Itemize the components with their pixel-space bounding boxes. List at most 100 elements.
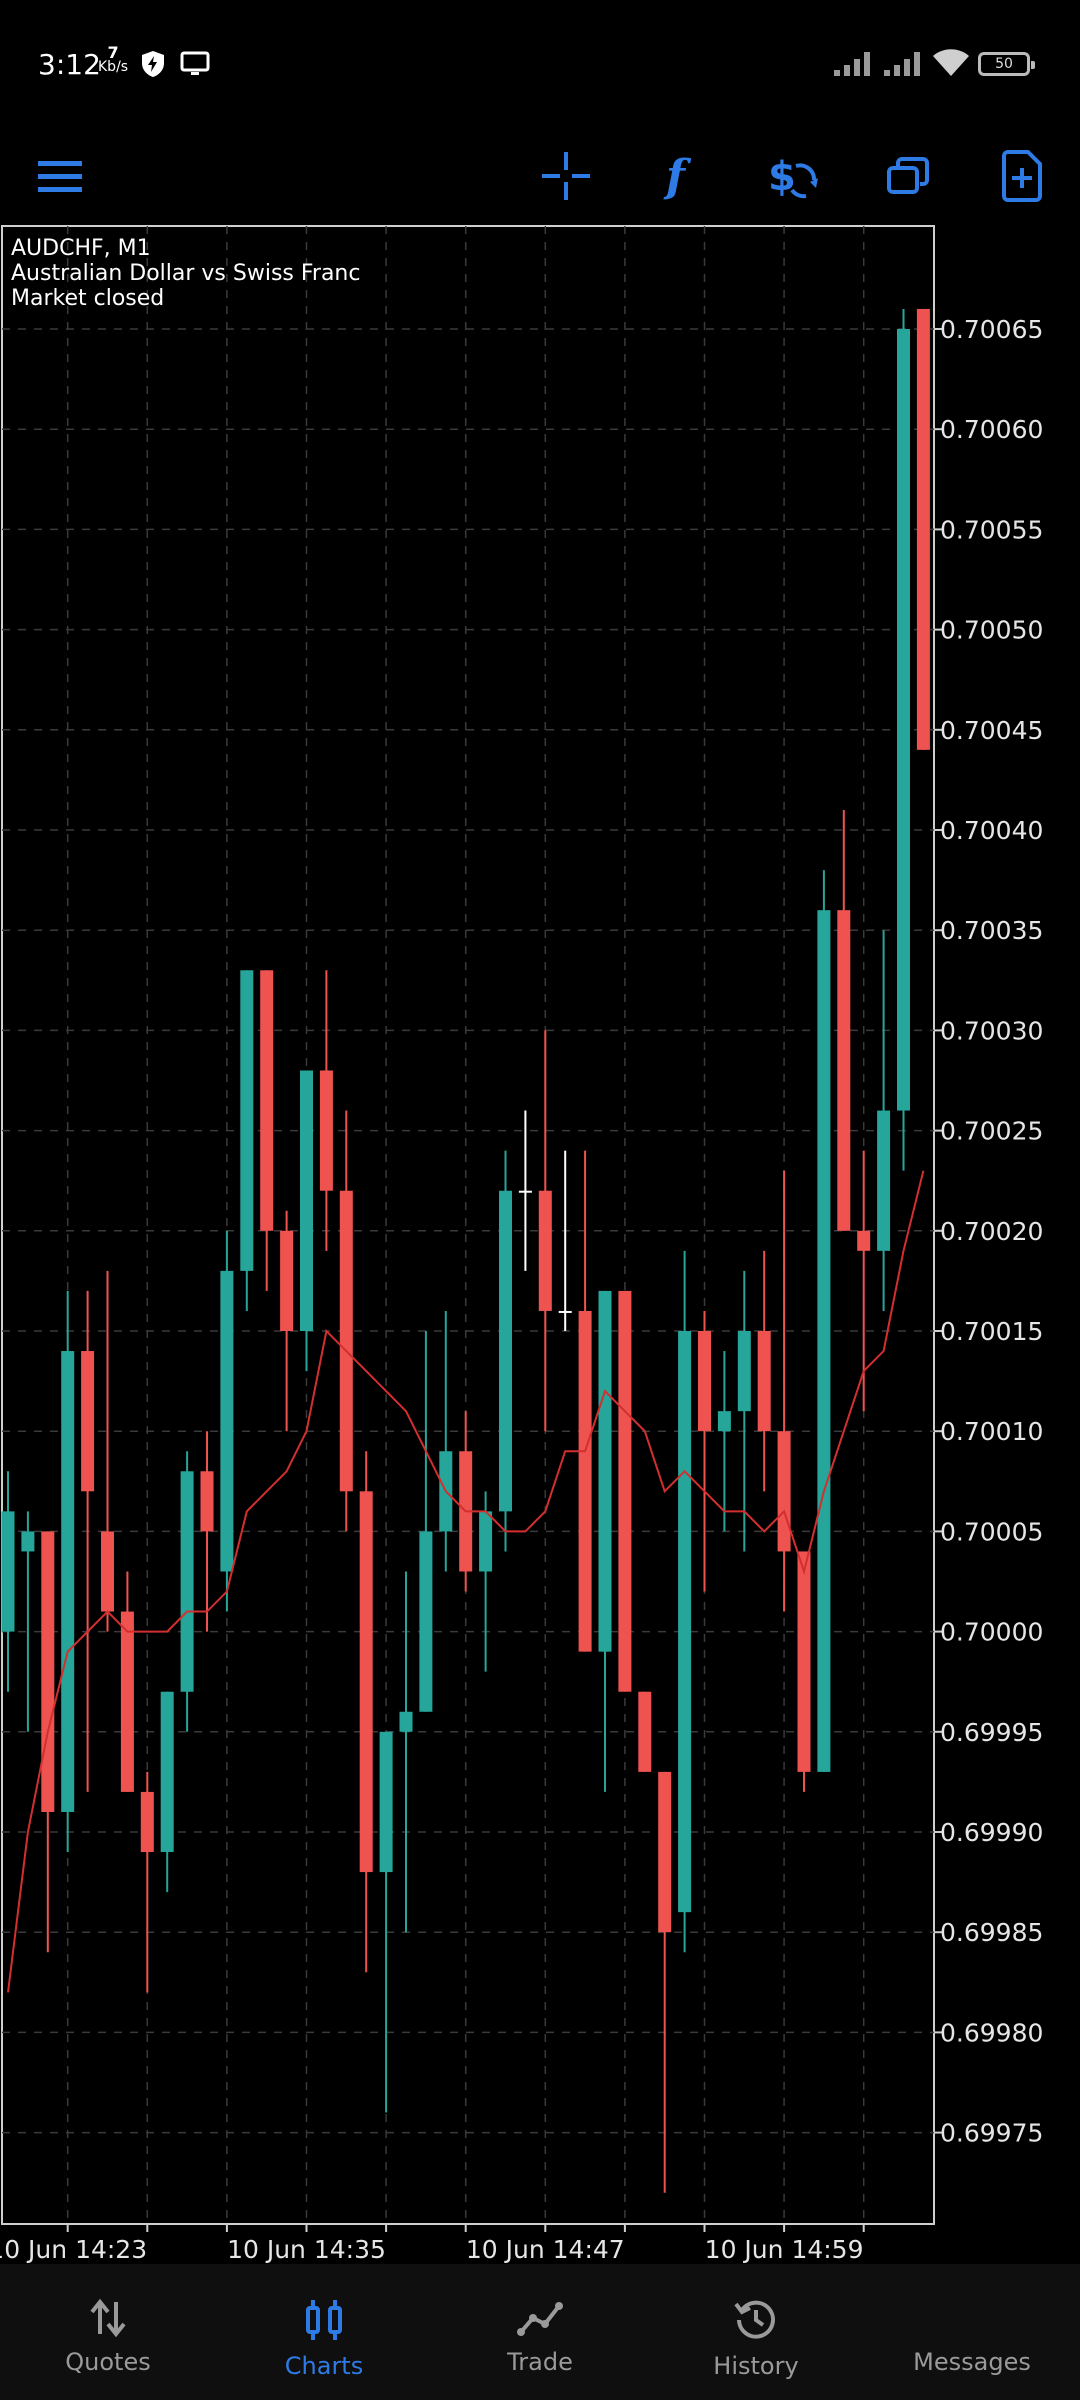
candle-body (578, 1310, 592, 1652)
nav-trade-label: Trade (507, 2348, 573, 2376)
y-tick-label: 0.70045 (940, 716, 1043, 745)
net-speed: 7 Kb/s (98, 43, 129, 75)
nav-charts[interactable]: Charts (216, 2264, 432, 2400)
y-tick-label: 0.70015 (940, 1317, 1043, 1346)
new-chart-icon (1002, 150, 1042, 202)
windows-icon (887, 157, 929, 194)
candle-body (200, 1471, 214, 1532)
indicators-icon: f (663, 151, 692, 201)
candle-body (538, 1190, 552, 1311)
candle-body (717, 1411, 731, 1432)
candle-body (916, 308, 930, 750)
candle-body (837, 910, 851, 1231)
candle-body (857, 1230, 871, 1251)
y-tick-label: 0.69975 (940, 2119, 1043, 2148)
nav-trade[interactable]: Trade (432, 2264, 648, 2400)
candle-body (1, 1511, 15, 1632)
candle-body (797, 1551, 811, 1772)
x-tick-label: 10 Jun 14:23 (0, 2235, 147, 2264)
candle-body (260, 970, 274, 1231)
candle-body (618, 1290, 632, 1692)
nav-messages[interactable]: Messages (864, 2264, 1080, 2400)
messages-icon (950, 2298, 994, 2338)
candle-body (140, 1791, 154, 1853)
candle-body (240, 970, 254, 1271)
svg-text:$: $ (768, 154, 796, 200)
candlestick-chart[interactable]: 0.70065 0.70060 0.70055 0.70050 0.70045 0.700… (0, 224, 1080, 2264)
signal-2-icon (884, 50, 920, 76)
net-speed-value: 7 (107, 43, 119, 62)
quotes-arrows-icon (90, 2298, 126, 2338)
screen-cast-icon (180, 50, 210, 82)
nav-quotes[interactable]: Quotes (0, 2264, 216, 2400)
plot-frame (1, 225, 935, 2225)
candle-body (698, 1331, 711, 1432)
chart-info: AUDCHF, M1 Australian Dollar vs Swiss Fr… (11, 236, 360, 311)
candle-body (319, 1070, 333, 1191)
y-tick-label: 0.69990 (940, 1818, 1043, 1847)
symbol-description: Australian Dollar vs Swiss Franc (11, 261, 361, 286)
candle-body (658, 1771, 672, 1933)
crosshair-icon (542, 152, 590, 200)
svg-text:f: f (663, 151, 692, 201)
candle-body (777, 1431, 791, 1552)
y-tick-label: 0.70010 (940, 1417, 1043, 1446)
y-tick-label: 0.70040 (940, 816, 1043, 845)
menu-button[interactable] (24, 140, 96, 212)
candle-body (300, 1070, 313, 1331)
y-tick-label: 0.70005 (940, 1517, 1043, 1546)
wifi-icon (932, 48, 970, 82)
candle-body (817, 910, 831, 1772)
indicators-button[interactable]: f (644, 140, 716, 212)
y-tick-label: 0.70065 (940, 315, 1043, 344)
market-status: Market closed (11, 286, 165, 311)
candle-body (638, 1691, 652, 1772)
candle-body (757, 1331, 771, 1432)
nav-charts-label: Charts (284, 2352, 364, 2380)
candle-body (419, 1531, 433, 1712)
y-tick-label: 0.70050 (940, 616, 1043, 645)
candle-body (897, 329, 910, 1111)
battery-indicator: 50 (978, 52, 1035, 76)
candle-body (518, 1190, 532, 1193)
y-tick-label: 0.70035 (940, 916, 1043, 945)
chart-toolbar: f $ (0, 128, 1080, 224)
candle-body (180, 1471, 194, 1692)
y-tick-label: 0.70000 (940, 1618, 1043, 1647)
candle-body (101, 1531, 114, 1612)
candle-body (399, 1711, 413, 1732)
x-tick-label: 10 Jun 14:47 (466, 2235, 625, 2264)
trade-button[interactable]: $ (758, 140, 830, 212)
y-tick-label: 0.70025 (940, 1117, 1043, 1146)
net-speed-unit: Kb/s (98, 59, 129, 75)
nav-quotes-label: Quotes (65, 2348, 151, 2376)
y-tick-label: 0.69980 (940, 2018, 1043, 2047)
y-tick-label: 0.70030 (940, 1016, 1043, 1045)
candle-body (120, 1611, 134, 1792)
candle-body (220, 1270, 234, 1572)
candle-body (558, 1310, 572, 1313)
history-clock-icon (734, 2300, 775, 2339)
x-tick-label: 10 Jun 14:59 (705, 2235, 864, 2264)
candle-body (280, 1230, 294, 1331)
candle-body (678, 1331, 692, 1913)
x-tick-label: 10 Jun 14:35 (227, 2235, 386, 2264)
y-tick-label: 0.70055 (940, 515, 1043, 544)
new-chart-button[interactable] (986, 140, 1058, 212)
nav-messages-label: Messages (913, 2348, 1031, 2376)
status-time: 3:12 (38, 48, 101, 81)
menu-icon (38, 161, 82, 192)
chart-area[interactable]: 0.70065 0.70060 0.70055 0.70050 0.70045 0.700… (0, 224, 1080, 2264)
y-tick-label: 0.70060 (940, 415, 1043, 444)
candle-body (21, 1531, 35, 1552)
candle-body (598, 1290, 612, 1652)
candle-body (339, 1190, 353, 1492)
shield-bolt-icon (140, 50, 166, 82)
candle-body (479, 1511, 493, 1572)
candle-body (41, 1531, 55, 1812)
nav-history-label: History (713, 2352, 799, 2380)
signal-1-icon (834, 50, 870, 76)
nav-history[interactable]: History (648, 2264, 864, 2400)
crosshair-button[interactable] (530, 140, 602, 212)
windows-button[interactable] (872, 140, 944, 212)
